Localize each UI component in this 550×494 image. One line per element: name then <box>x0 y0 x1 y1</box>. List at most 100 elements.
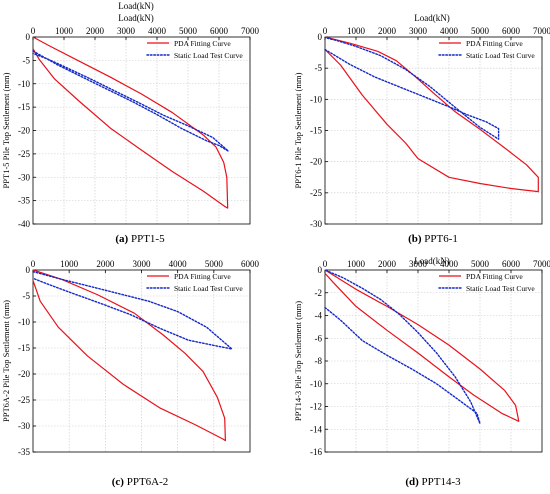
chart-panel-4: 0 1000 2000 3000 4000 5000 6000 7000 0 -2 -4 -6 -8 -1… <box>293 256 550 488</box>
x-axis-label: Load(kN) <box>414 256 450 266</box>
y-tick-label: -2 <box>315 288 323 298</box>
x-tick-label: 3000 <box>133 259 152 269</box>
legend-label-static: Static Load Test Curve <box>466 284 535 293</box>
y-tick-label: -10 <box>310 94 322 104</box>
y-tick-label: -35 <box>18 447 30 457</box>
panel-caption-name: PPT14-3 <box>419 476 461 488</box>
x-tick-label: 2000 <box>378 26 397 36</box>
y-tick-label: 0 <box>318 265 323 275</box>
y-tick-label: -35 <box>18 196 30 206</box>
panel-caption-name: PPT6-1 <box>422 233 458 245</box>
y-tick-label: -30 <box>310 219 322 229</box>
x-tick-label: 2000 <box>96 259 115 269</box>
y-tick-label: -5 <box>315 63 323 73</box>
panel-caption-name: PPT6A-2 <box>124 476 168 488</box>
x-tick-label: 3000 <box>117 26 136 36</box>
x-tick-label: 6000 <box>502 259 521 269</box>
y-tick-label: -5 <box>23 55 31 65</box>
y-tick-label: -16 <box>310 447 322 457</box>
panel-caption-letter: (b) <box>408 233 422 245</box>
x-tick-label: 4000 <box>440 26 459 36</box>
x-tick-label: 7000 <box>533 26 550 36</box>
legend-label-pda: PDA Fitting Curve <box>466 39 523 48</box>
y-tick-label: -20 <box>18 126 30 136</box>
panel-caption: (c) PPT6A-2 <box>112 476 169 488</box>
x-tick-label: 1000 <box>55 26 74 36</box>
x-axis-label: Load(kN) <box>118 13 154 23</box>
y-axis-label: PPT6A-2 Pile Top Settlement (mm) <box>1 300 11 422</box>
x-tick-label: 4000 <box>148 26 167 36</box>
legend-label-pda: PDA Fitting Curve <box>174 39 231 48</box>
chart-panel-2: 0 1000 2000 3000 4000 5000 6000 7000 0 -5 -10 -15 -2… <box>293 13 550 245</box>
y-tick-label: -20 <box>310 157 322 167</box>
x-tick-label: 5000 <box>179 26 198 36</box>
y-tick-label: -10 <box>18 317 30 327</box>
x-tick-label: 4000 <box>169 259 188 269</box>
pda-fitting-curve-line <box>32 36 229 209</box>
x-tick-label: 0 <box>323 259 328 269</box>
x-tick-label: 3000 <box>409 26 428 36</box>
y-axis-label: PPT6-1 Pile Top Settlement (mm) <box>293 72 303 188</box>
y-tick-label: -15 <box>18 102 30 112</box>
y-tick-label: -25 <box>18 149 30 159</box>
pda-fitting-curve-line <box>324 36 539 193</box>
x-tick-label: 1000 <box>60 259 79 269</box>
x-tick-label: 5000 <box>471 259 490 269</box>
legend-label-pda: PDA Fitting Curve <box>466 272 523 281</box>
y-tick-label: -20 <box>18 369 30 379</box>
x-tick-label: 0 <box>31 26 36 36</box>
legend-label-pda: PDA Fitting Curve <box>174 272 231 281</box>
y-tick-label: -12 <box>310 402 322 412</box>
panel-caption-letter: (a) <box>115 233 128 245</box>
x-tick-label: 2000 <box>86 26 105 36</box>
y-tick-label: -25 <box>18 395 30 405</box>
x-tick-label: 5000 <box>205 259 224 269</box>
x-tick-label: 4000 <box>440 259 459 269</box>
panel-caption: (d) PPT14-3 <box>405 476 461 488</box>
y-tick-label: -15 <box>310 126 322 136</box>
legend-label-static: Static Load Test Curve <box>174 51 243 60</box>
x-tick-label: 0 <box>323 26 328 36</box>
x-tick-label: 2000 <box>378 259 397 269</box>
x-tick-label: 7000 <box>241 26 260 36</box>
panel-caption-letter: (c) <box>112 476 125 488</box>
static-load-test-curve-line <box>324 269 481 425</box>
y-tick-label: -25 <box>310 188 322 198</box>
static-load-test-curve-line <box>32 50 230 152</box>
y-tick-label: 0 <box>26 265 31 275</box>
legend-label-static: Static Load Test Curve <box>466 51 535 60</box>
y-tick-label: -40 <box>18 219 30 229</box>
x-axis-label: Load(kN) <box>118 1 154 11</box>
y-tick-label: -10 <box>18 79 30 89</box>
y-tick-label: 0 <box>318 32 323 42</box>
static-load-test-curve-line <box>32 270 233 350</box>
legend-label-static: Static Load Test Curve <box>174 284 243 293</box>
panel-caption: (a) PPT1-5 <box>115 233 165 245</box>
x-tick-label: 1000 <box>347 26 366 36</box>
y-tick-label: -15 <box>18 343 30 353</box>
chart-panel-1: 0 1000 2000 3000 4000 5000 6000 7000 0 -5 -10 -15 -2… <box>1 13 260 245</box>
y-tick-label: -6 <box>315 333 323 343</box>
y-tick-label: -30 <box>18 172 30 182</box>
y-tick-label: -14 <box>310 424 322 434</box>
x-axis-label: Load(kN) <box>414 13 450 23</box>
chart-panel-3: 0 1000 2000 3000 4000 5000 6000 0 -5 -10 -15 -20 -25… <box>1 1 260 488</box>
y-tick-label: -8 <box>315 356 323 366</box>
x-tick-label: 1000 <box>347 259 366 269</box>
x-tick-label: 0 <box>31 259 36 269</box>
pda-fitting-curve-line <box>32 269 226 442</box>
y-tick-label: -10 <box>310 379 322 389</box>
panel-caption-name: PPT1-5 <box>128 233 165 245</box>
y-tick-label: -4 <box>315 311 323 321</box>
y-tick-label: 0 <box>26 32 31 42</box>
panel-caption: (b) PPT6-1 <box>408 233 458 245</box>
x-tick-label: 3000 <box>409 259 428 269</box>
panel-caption-letter: (d) <box>405 476 419 488</box>
y-axis-label: PPT1-5 Pile Top Settlement (mm) <box>1 72 11 188</box>
x-tick-label: 5000 <box>471 26 490 36</box>
y-tick-label: -5 <box>23 291 31 301</box>
y-axis-label: PPT14-3 Pile Top Settlement (mm) <box>293 301 303 421</box>
x-tick-label: 6000 <box>241 259 260 269</box>
